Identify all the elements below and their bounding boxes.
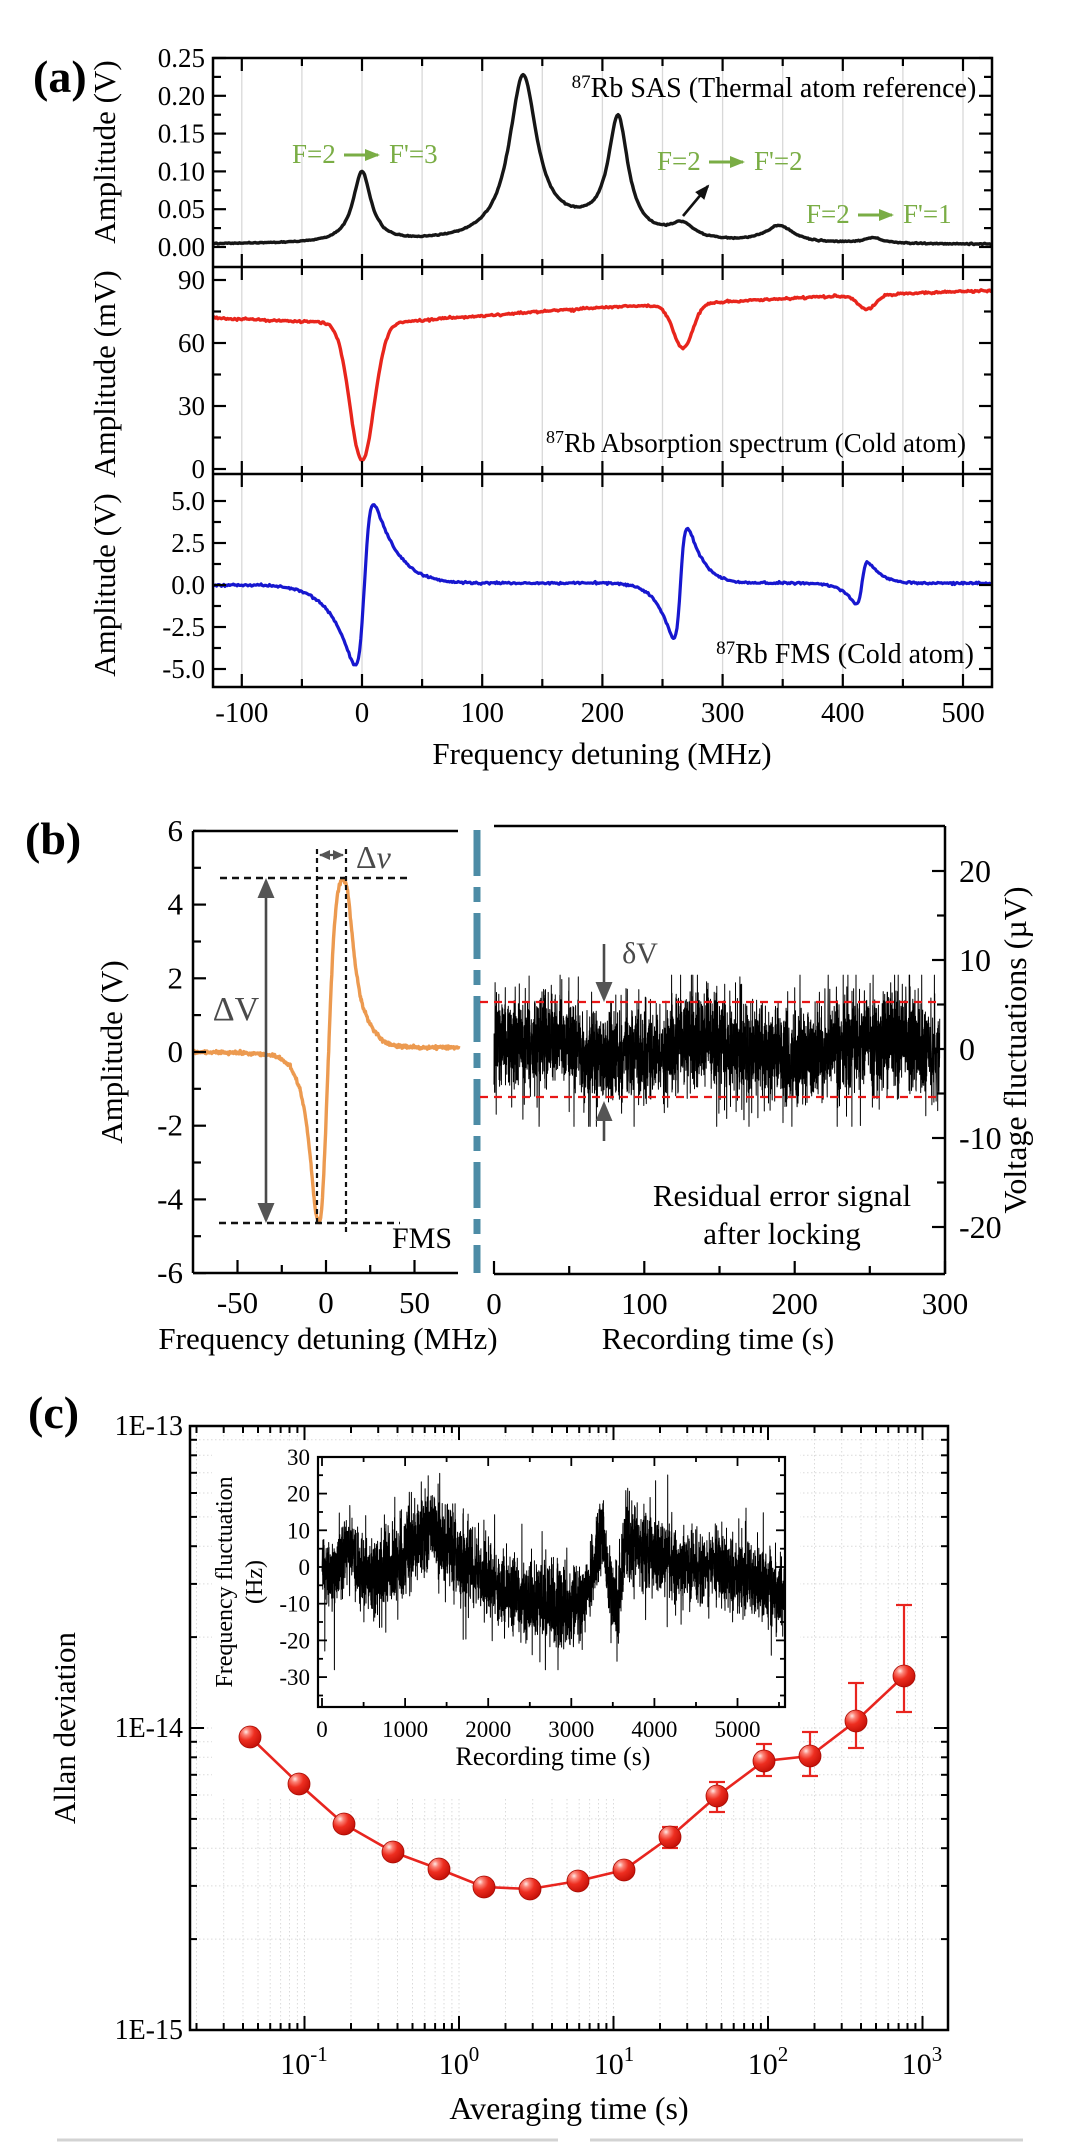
- svg-text:Residual error signal: Residual error signal: [653, 1178, 911, 1213]
- svg-text:1E-15: 1E-15: [115, 2015, 183, 2046]
- svg-text:87Rb FMS (Cold atom): 87Rb FMS (Cold atom): [716, 638, 974, 670]
- svg-text:Averaging time (s): Averaging time (s): [449, 2090, 688, 2126]
- svg-text:100: 100: [439, 2042, 480, 2081]
- svg-text:0.10: 0.10: [158, 156, 205, 186]
- svg-text:Frequency detuning (MHz): Frequency detuning (MHz): [432, 736, 771, 771]
- svg-text:1E-14: 1E-14: [115, 1713, 183, 1744]
- svg-text:F=2: F=2: [292, 139, 336, 169]
- svg-text:30: 30: [178, 391, 205, 421]
- svg-text:Recording time (s): Recording time (s): [456, 1742, 651, 1771]
- svg-text:Δv: Δv: [356, 839, 392, 875]
- svg-text:30: 30: [287, 1445, 310, 1470]
- svg-text:F'=3: F'=3: [389, 139, 438, 169]
- svg-text:Recording time (s): Recording time (s): [602, 1321, 834, 1356]
- svg-text:-2: -2: [157, 1108, 183, 1143]
- svg-text:-30: -30: [279, 1665, 310, 1690]
- svg-text:Frequency detuning (MHz): Frequency detuning (MHz): [158, 1321, 497, 1356]
- svg-text:after locking: after locking: [703, 1216, 861, 1251]
- svg-text:-20: -20: [279, 1628, 310, 1653]
- svg-text:0: 0: [316, 1717, 328, 1742]
- svg-text:-10: -10: [959, 1120, 1002, 1156]
- svg-text:0: 0: [486, 1286, 502, 1321]
- svg-text:10: 10: [287, 1518, 310, 1543]
- svg-text:-5.0: -5.0: [162, 654, 205, 684]
- svg-text:6: 6: [168, 813, 184, 848]
- svg-text:2.5: 2.5: [171, 528, 205, 558]
- svg-text:1E-13: 1E-13: [115, 1411, 183, 1442]
- svg-text:3000: 3000: [548, 1717, 594, 1742]
- svg-text:Allan deviation: Allan deviation: [47, 1632, 82, 1824]
- svg-text:87Rb SAS (Thermal atom referen: 87Rb SAS (Thermal atom reference): [572, 72, 977, 104]
- svg-text:-20: -20: [959, 1209, 1002, 1245]
- svg-text:100: 100: [621, 1286, 668, 1321]
- svg-text:Amplitude (mV): Amplitude (mV): [87, 270, 122, 478]
- svg-text:(b): (b): [25, 813, 81, 864]
- svg-text:300: 300: [701, 697, 745, 729]
- svg-text:90: 90: [178, 265, 205, 295]
- svg-text:Amplitude (V): Amplitude (V): [94, 960, 129, 1143]
- svg-text:10: 10: [959, 942, 991, 978]
- svg-text:-6: -6: [157, 1255, 183, 1290]
- svg-text:FMS: FMS: [392, 1222, 452, 1255]
- svg-text:F=2: F=2: [806, 199, 850, 229]
- svg-text:87Rb Absorption spectrum (Cold: 87Rb Absorption spectrum (Cold atom): [546, 427, 966, 458]
- svg-text:(c): (c): [28, 1387, 79, 1438]
- svg-text:(Hz): (Hz): [242, 1560, 268, 1604]
- svg-text:4000: 4000: [631, 1717, 677, 1742]
- svg-text:500: 500: [941, 697, 985, 729]
- svg-text:-2.5: -2.5: [162, 612, 205, 642]
- svg-text:F'=2: F'=2: [754, 146, 803, 176]
- svg-text:4: 4: [168, 887, 184, 922]
- svg-text:-10: -10: [279, 1592, 310, 1617]
- svg-text:0.20: 0.20: [158, 81, 205, 111]
- svg-text:Amplitude (V): Amplitude (V): [87, 60, 122, 243]
- svg-text:Amplitude (V): Amplitude (V): [87, 493, 122, 676]
- svg-text:ΔV: ΔV: [213, 991, 260, 1028]
- svg-text:0: 0: [168, 1034, 184, 1069]
- svg-text:300: 300: [922, 1286, 969, 1321]
- svg-text:1000: 1000: [382, 1717, 428, 1742]
- svg-text:20: 20: [287, 1482, 310, 1507]
- svg-text:100: 100: [460, 697, 504, 729]
- svg-text:0: 0: [192, 454, 206, 484]
- svg-text:2000: 2000: [465, 1717, 511, 1742]
- svg-text:20: 20: [959, 853, 991, 889]
- svg-text:60: 60: [178, 328, 205, 358]
- svg-text:0.0: 0.0: [171, 570, 205, 600]
- svg-text:200: 200: [771, 1286, 818, 1321]
- svg-text:F=2: F=2: [657, 146, 701, 176]
- svg-text:5.0: 5.0: [171, 486, 205, 516]
- svg-text:0.00: 0.00: [158, 232, 205, 262]
- svg-text:-50: -50: [217, 1285, 258, 1320]
- svg-text:-100: -100: [215, 697, 268, 729]
- svg-text:0.25: 0.25: [158, 43, 205, 73]
- svg-text:(a): (a): [33, 51, 87, 102]
- svg-text:Frequency fluctuation: Frequency fluctuation: [212, 1476, 238, 1687]
- svg-text:F'=1: F'=1: [903, 199, 952, 229]
- svg-text:50: 50: [399, 1285, 430, 1320]
- svg-text:0: 0: [299, 1555, 311, 1580]
- svg-text:2: 2: [168, 960, 184, 995]
- svg-text:0.15: 0.15: [158, 119, 205, 149]
- svg-text:0.05: 0.05: [158, 194, 205, 224]
- svg-text:Voltage fluctuations (µV): Voltage fluctuations (µV): [997, 886, 1033, 1213]
- svg-text:400: 400: [821, 697, 865, 729]
- svg-text:5000: 5000: [715, 1717, 761, 1742]
- svg-text:200: 200: [581, 697, 625, 729]
- svg-text:0: 0: [355, 697, 370, 729]
- svg-text:0: 0: [318, 1285, 334, 1320]
- svg-text:0: 0: [959, 1031, 975, 1067]
- svg-text:-4: -4: [157, 1181, 183, 1216]
- svg-text:δV: δV: [622, 937, 658, 970]
